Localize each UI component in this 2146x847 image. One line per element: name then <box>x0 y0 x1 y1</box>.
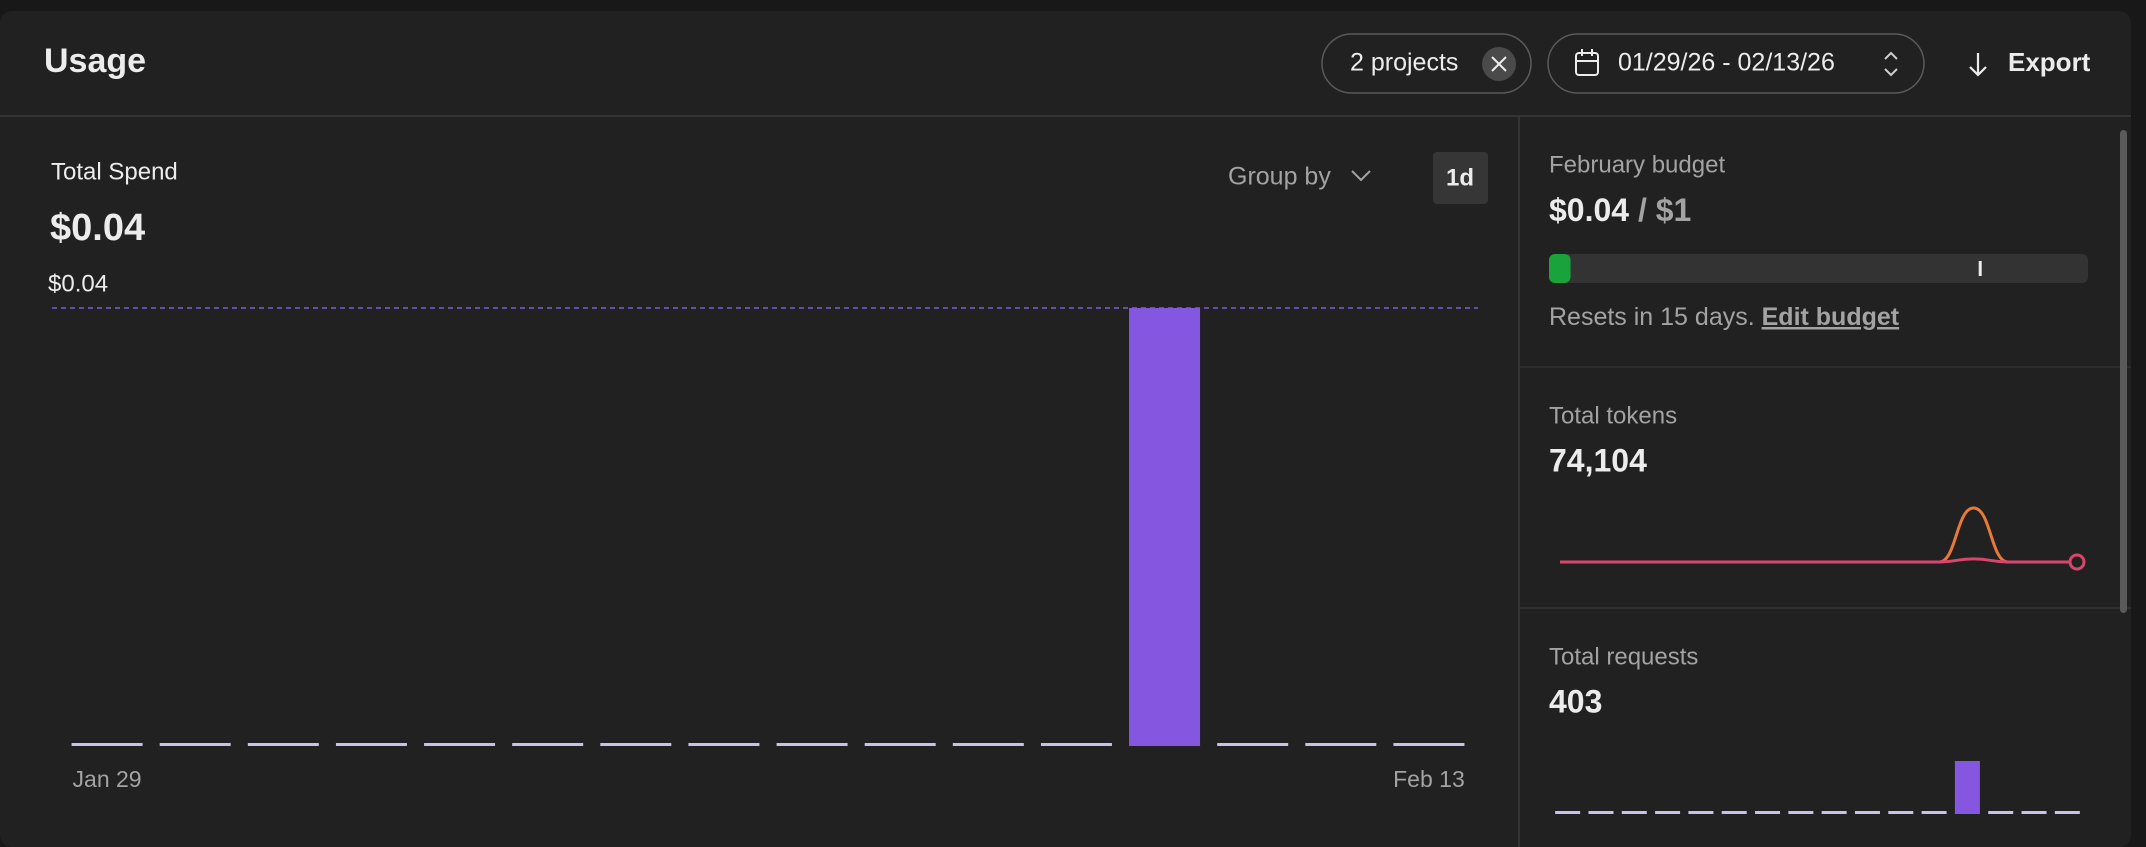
bar <box>512 743 584 746</box>
budget-reset: Resets in 15 days. Edit budget <box>1549 303 1900 331</box>
chevron-icon <box>1351 170 1371 182</box>
export-button[interactable]: Export <box>1969 47 2091 77</box>
bar <box>1588 811 1614 814</box>
bar <box>1688 811 1714 814</box>
chart-total: $0.04 <box>50 207 145 249</box>
bar <box>159 743 231 746</box>
bar <box>1755 811 1781 814</box>
bar <box>1040 743 1112 746</box>
reset-text: Resets in 15 days. <box>1549 303 1755 331</box>
bar <box>2021 811 2047 814</box>
edit-budget-link[interactable]: Edit budget <box>1762 303 1900 331</box>
chart-total: 403 <box>1549 683 1602 719</box>
budget-title: February budget <box>1549 151 1725 178</box>
budget-used <box>1549 254 1571 283</box>
group-by-label: Group by <box>1228 163 1331 191</box>
bar <box>1655 811 1681 814</box>
bar <box>1621 811 1647 814</box>
bar <box>1129 308 1201 746</box>
bar <box>688 743 760 746</box>
bar <box>1305 743 1377 746</box>
projects-filter[interactable]: 2 projects <box>1321 33 1532 94</box>
x-tick-label: Jan 29 <box>73 766 142 792</box>
bar <box>1888 811 1914 814</box>
budget-spent: $0.04 <box>1549 192 1629 228</box>
budget-amount: $0.04 / $1 <box>1549 192 1691 228</box>
bar <box>1788 811 1814 814</box>
updown-icon <box>1884 51 1898 77</box>
granularity-label: 1d <box>1446 164 1474 191</box>
bar <box>1954 761 1980 814</box>
budget-limit: $1 <box>1656 192 1692 228</box>
bar <box>1988 811 2014 814</box>
bar <box>1393 743 1465 746</box>
chart-title: Total Spend <box>51 158 178 185</box>
bar <box>600 743 672 746</box>
sparkline <box>1560 557 2077 564</box>
date-picker[interactable]: 01/29/26 - 02/13/26 <box>1547 33 1925 94</box>
page-title: Usage <box>44 42 146 80</box>
filter-label: 2 projects <box>1350 49 1458 77</box>
bar <box>1217 743 1289 746</box>
bar <box>1921 811 1947 814</box>
bar <box>1555 811 1581 814</box>
bar <box>335 743 407 746</box>
clear-x <box>1491 56 1507 72</box>
export-label: Export <box>2008 47 2091 77</box>
chart-title: Total requests <box>1549 643 1698 670</box>
x-tick-label: Feb 13 <box>1393 766 1465 792</box>
bar <box>776 743 848 746</box>
bar <box>864 743 936 746</box>
bar <box>424 743 496 746</box>
calendar-icon <box>1575 52 1599 76</box>
reference-label: $0.04 <box>48 270 108 297</box>
bar <box>2054 811 2080 814</box>
download-icon <box>1969 53 1987 77</box>
bar <box>952 743 1024 746</box>
calendar-icon-lines <box>1576 49 1598 62</box>
bar <box>71 743 143 746</box>
granularity-toggle[interactable]: 1d <box>1433 152 1488 204</box>
card <box>0 11 2131 847</box>
scrollbar[interactable] <box>2120 130 2127 613</box>
bar <box>1721 811 1747 814</box>
chart-title: Total tokens <box>1549 402 1677 429</box>
sparkline-end <box>2068 553 2086 571</box>
budget-track <box>1549 254 2088 283</box>
group-by[interactable]: Group by <box>1228 163 1371 191</box>
chart-total: 74,104 <box>1549 442 1647 478</box>
bar <box>1821 811 1847 814</box>
bar <box>247 743 319 746</box>
budget-separator: / <box>1638 192 1647 228</box>
bar <box>1854 811 1880 814</box>
date-range: 01/29/26 - 02/13/26 <box>1618 49 1835 77</box>
